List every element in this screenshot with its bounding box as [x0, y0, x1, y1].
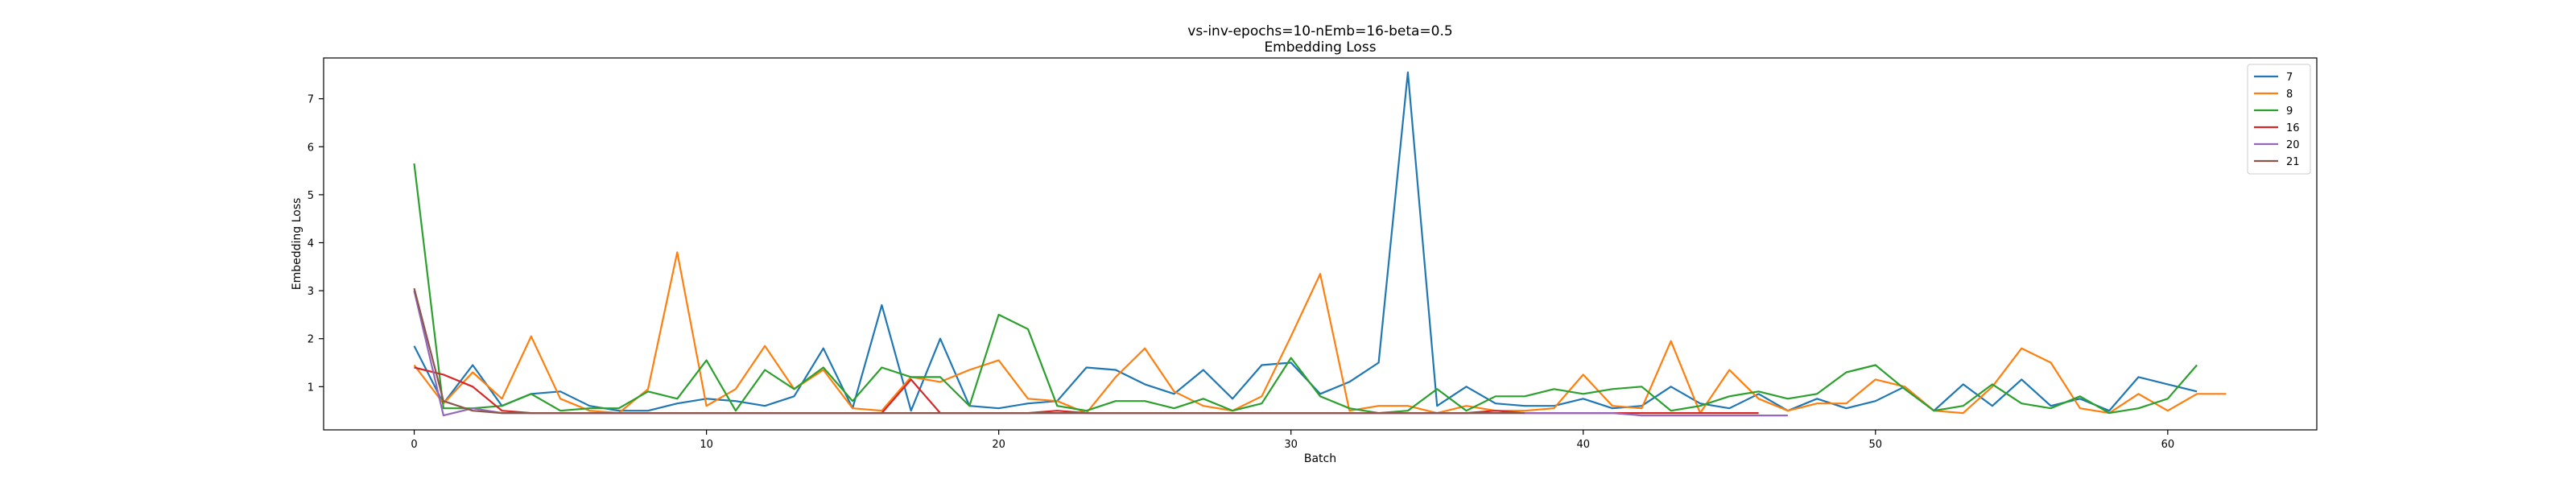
plot-frame	[323, 57, 2318, 431]
x-tick-label: 20	[992, 439, 1005, 451]
legend-label-20: 20	[2286, 139, 2300, 151]
x-tick-label: 60	[2161, 439, 2175, 451]
y-tick-label: 7	[308, 94, 314, 106]
series-line-9	[413, 163, 2198, 415]
y-axis: 1 2 3 4 5 6 7	[308, 94, 324, 394]
chart-subtitle: Embedding Loss	[1264, 39, 1376, 56]
y-tick-label: 3	[308, 286, 314, 298]
y-tick-label: 6	[308, 142, 314, 154]
plot-area	[324, 58, 2317, 430]
y-tick-label: 2	[308, 334, 314, 346]
series-lines	[413, 71, 2227, 417]
x-axis: 0 10 20 30 40 50 60	[411, 430, 2174, 451]
x-tick-label: 0	[411, 439, 417, 451]
x-tick-label: 30	[1284, 439, 1298, 451]
legend-label-8: 8	[2286, 89, 2293, 101]
y-tick-label: 5	[308, 190, 314, 202]
x-axis-label: Batch	[1304, 452, 1336, 465]
legend-label-16: 16	[2286, 122, 2300, 134]
legend-label-21: 21	[2286, 156, 2300, 168]
y-tick-label: 4	[308, 238, 314, 250]
series-line-21	[413, 287, 1525, 415]
legend: 7 8 9 16 20 21	[2247, 64, 2311, 175]
x-tick-label: 10	[700, 439, 713, 451]
chart-title: vs-inv-epochs=10-nEmb=16-beta=0.5	[1187, 23, 1452, 39]
y-tick-label: 1	[308, 382, 314, 394]
legend-box	[2247, 64, 2311, 175]
x-tick-label: 40	[1576, 439, 1590, 451]
legend-label-9: 9	[2286, 105, 2293, 118]
x-tick-label: 50	[1869, 439, 1883, 451]
y-axis-label: Embedding Loss	[291, 198, 303, 291]
legend-label-7: 7	[2286, 72, 2293, 84]
